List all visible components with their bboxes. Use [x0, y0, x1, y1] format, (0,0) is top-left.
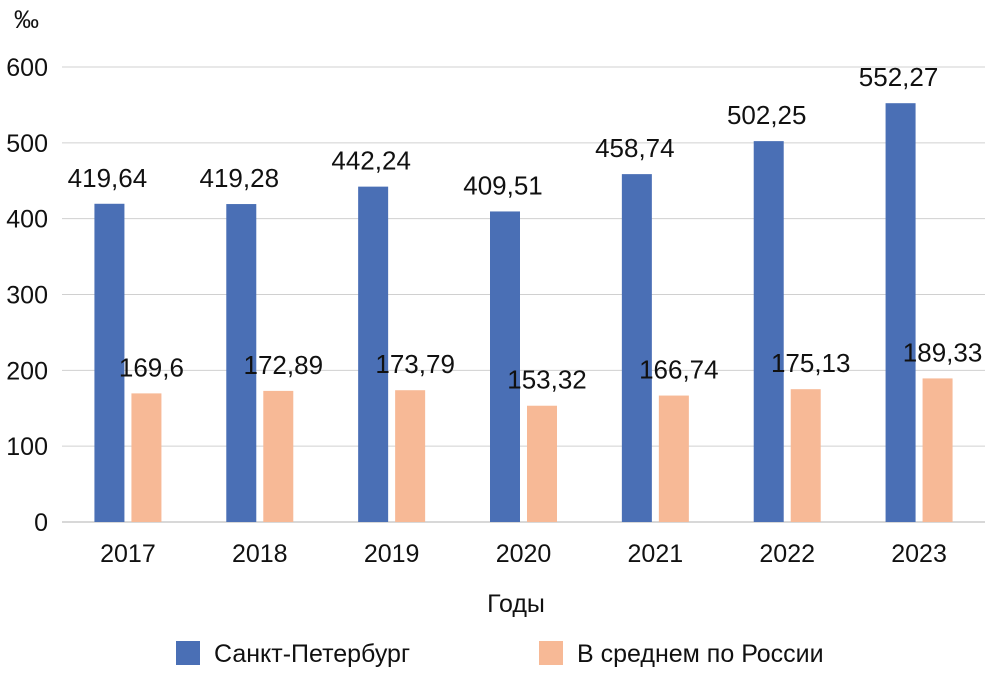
data-label-2-2023: 189,33	[903, 337, 983, 367]
y-tick-label-400: 400	[6, 206, 48, 234]
x-axis-ticks: 2017 2018 2019 2020 2021 2022 2023	[100, 540, 947, 568]
legend-swatch-1	[176, 641, 200, 665]
bar-1-2022	[753, 141, 784, 523]
bar-1-2017	[94, 203, 125, 522]
data-label-1-2021: 458,74	[595, 133, 675, 163]
bar-1-2021	[621, 174, 652, 522]
bar-2-2017	[131, 393, 162, 522]
bar-1-2023	[885, 103, 916, 522]
x-tick-label-2017: 2017	[100, 540, 156, 568]
x-tick-label-2020: 2020	[496, 540, 552, 568]
data-label-2-2021: 166,74	[639, 355, 719, 385]
bar-1-2020	[490, 211, 520, 523]
bar-1-2019	[358, 186, 389, 522]
bar-1-2018	[226, 204, 257, 522]
x-axis-title: Годы	[487, 590, 545, 618]
legend-label-1: Санкт-Петербург	[214, 640, 410, 668]
data-label-2-2020: 153,32	[507, 365, 587, 395]
y-tick-label-300: 300	[6, 282, 48, 310]
y-axis-ticks: 0 100 200 300 400 500 600	[6, 54, 48, 537]
data-label-2-2019: 173,79	[375, 349, 455, 379]
x-tick-label-2022: 2022	[759, 540, 815, 568]
data-label-1-2019: 442,24	[331, 146, 411, 176]
bar-2-2022	[790, 389, 821, 522]
bar-2-2021	[658, 395, 689, 522]
data-label-1-2023: 552,27	[859, 62, 939, 92]
bars	[94, 103, 953, 523]
data-label-2-2017: 169,6	[119, 352, 184, 382]
bar-2-2023	[922, 378, 953, 522]
data-labels: 419,64 169,6 419,28 172,89 442,24 173,79 409,5…	[68, 62, 983, 395]
y-tick-label-600: 600	[6, 54, 48, 82]
data-label-2-2018: 172,89	[244, 350, 324, 380]
y-tick-label-200: 200	[6, 357, 48, 385]
data-label-1-2022: 502,25	[727, 100, 807, 130]
x-tick-label-2018: 2018	[232, 540, 288, 568]
x-tick-label-2019: 2019	[364, 540, 420, 568]
data-label-1-2018: 419,28	[200, 163, 280, 193]
bar-2-2020	[527, 405, 557, 522]
legend-swatch-2	[539, 641, 563, 665]
data-label-1-2020: 409,51	[463, 170, 543, 200]
bar-2-2018	[263, 390, 294, 522]
data-label-2-2022: 175,13	[771, 348, 851, 378]
data-label-1-2017: 419,64	[68, 163, 148, 193]
bar-2-2019	[395, 390, 426, 522]
y-tick-label-0: 0	[34, 509, 48, 537]
legend-label-2: В среднем по России	[577, 640, 824, 668]
x-tick-label-2021: 2021	[628, 540, 684, 568]
x-tick-label-2023: 2023	[891, 540, 947, 568]
gridlines	[62, 66, 985, 523]
y-tick-label-500: 500	[6, 130, 48, 158]
legend: Санкт-Петербург В среднем по России	[176, 640, 824, 668]
y-tick-label-100: 100	[6, 433, 48, 461]
y-axis-unit: ‰	[14, 6, 39, 34]
